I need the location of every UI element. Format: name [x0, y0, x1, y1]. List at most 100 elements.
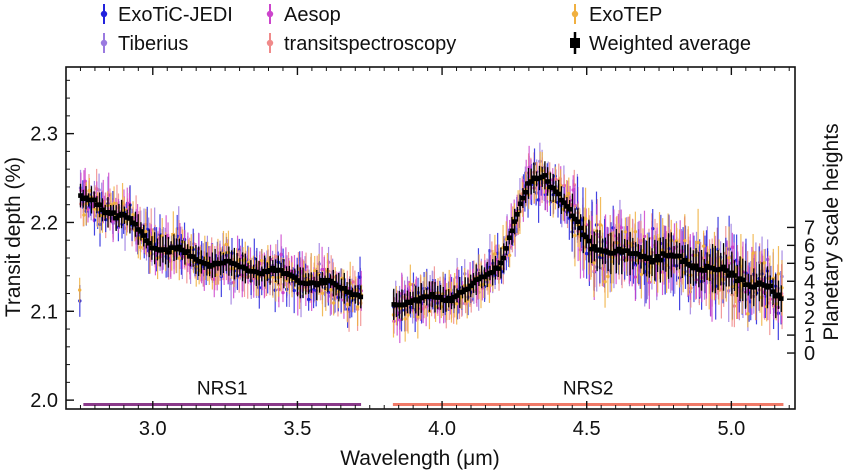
data-point: [487, 270, 493, 276]
data-point: [765, 285, 770, 290]
legend-entry-exotic-jedi: ExoTiC-JEDI: [100, 4, 233, 26]
data-point: [691, 265, 696, 271]
data-point: [614, 248, 619, 254]
data-point: [446, 295, 452, 301]
data-point: [493, 265, 498, 271]
data-point: [745, 282, 751, 287]
data-point: [168, 245, 174, 251]
data-point: [193, 257, 199, 262]
y-axis-title: Transit depth (%): [2, 157, 25, 317]
data-point: [578, 225, 583, 231]
data-point: [270, 265, 276, 271]
data-point: [292, 288, 296, 293]
data-point: [188, 254, 193, 259]
data-point: [573, 233, 577, 238]
data-point: [449, 298, 454, 304]
data-point: [567, 206, 572, 212]
data-point: [767, 283, 773, 289]
data-point: [644, 256, 649, 262]
data-point: [309, 280, 314, 285]
data-point: [413, 297, 419, 302]
data-point: [548, 184, 553, 190]
legend: ExoTiC-JEDI Aesop ExoTEP Tiberius transitspe…: [100, 4, 751, 55]
data-point: [432, 294, 438, 300]
data-point: [729, 270, 735, 276]
y-tick-label: 2.1: [30, 301, 58, 323]
region-label-nrs2: NRS2: [563, 379, 614, 400]
data-point: [86, 207, 90, 212]
data-point: [210, 262, 215, 268]
data-point: [396, 302, 402, 308]
data-point: [440, 297, 446, 303]
data-point: [320, 277, 325, 283]
legend-entry-weighted-average: Weighted average: [570, 32, 751, 55]
data-point: [597, 247, 603, 253]
legend-label: Tiberius: [118, 33, 188, 55]
data-point: [157, 248, 163, 253]
data-point: [89, 197, 94, 203]
data-point: [627, 251, 633, 256]
data-point: [212, 260, 218, 266]
data-point: [633, 275, 638, 279]
data-point: [559, 197, 564, 203]
data-point: [528, 179, 534, 184]
data-point: [149, 245, 155, 251]
data-point: [608, 251, 614, 256]
data-point: [606, 274, 610, 279]
x-tick-label: 3.0: [139, 418, 167, 440]
legend-entry-tiberius: Tiberius: [100, 33, 188, 55]
data-point: [550, 185, 556, 191]
data-point: [746, 312, 750, 316]
data-point: [113, 215, 119, 221]
data-point: [108, 211, 113, 216]
data-point: [182, 250, 188, 256]
data-point: [770, 289, 776, 294]
y2-tick-label: 4: [804, 271, 815, 293]
data-point: [454, 302, 459, 306]
data-point: [402, 302, 408, 307]
data-point: [322, 280, 328, 286]
data-point: [232, 261, 237, 266]
data-point: [699, 267, 704, 273]
data-point: [146, 240, 152, 246]
data-point: [317, 281, 322, 286]
series-weighted-average: [78, 161, 784, 321]
data-point: [91, 197, 97, 203]
data-point: [619, 250, 625, 255]
data-point: [721, 264, 726, 270]
data-point: [260, 258, 264, 263]
data-point: [155, 247, 160, 252]
data-point: [407, 300, 413, 306]
data-point: [331, 280, 336, 286]
data-point: [553, 189, 559, 195]
data-point: [80, 196, 86, 202]
data-point: [94, 202, 100, 207]
data-point: [295, 278, 300, 283]
data-point: [274, 255, 278, 259]
data-point: [754, 282, 759, 287]
data-point: [751, 284, 757, 290]
data-point: [669, 252, 674, 258]
y2-tick-label: 0: [804, 343, 815, 365]
data-point: [355, 305, 360, 309]
data-point: [331, 301, 336, 305]
data-point: [674, 253, 680, 259]
data-point: [102, 210, 108, 216]
region-label-nrs1: NRS1: [197, 379, 248, 400]
data-point: [707, 265, 713, 270]
data-point: [727, 256, 731, 260]
data-point: [281, 290, 285, 295]
data-point: [773, 293, 779, 299]
legend-entry-aesop: Aesop: [266, 4, 341, 26]
data-point: [341, 285, 347, 291]
data-point: [399, 302, 405, 308]
data-point: [542, 173, 548, 178]
data-point: [237, 264, 243, 270]
data-point: [630, 251, 636, 256]
data-point: [490, 270, 495, 275]
data-point: [776, 292, 781, 298]
data-point: [226, 258, 232, 264]
data-point: [534, 176, 539, 182]
